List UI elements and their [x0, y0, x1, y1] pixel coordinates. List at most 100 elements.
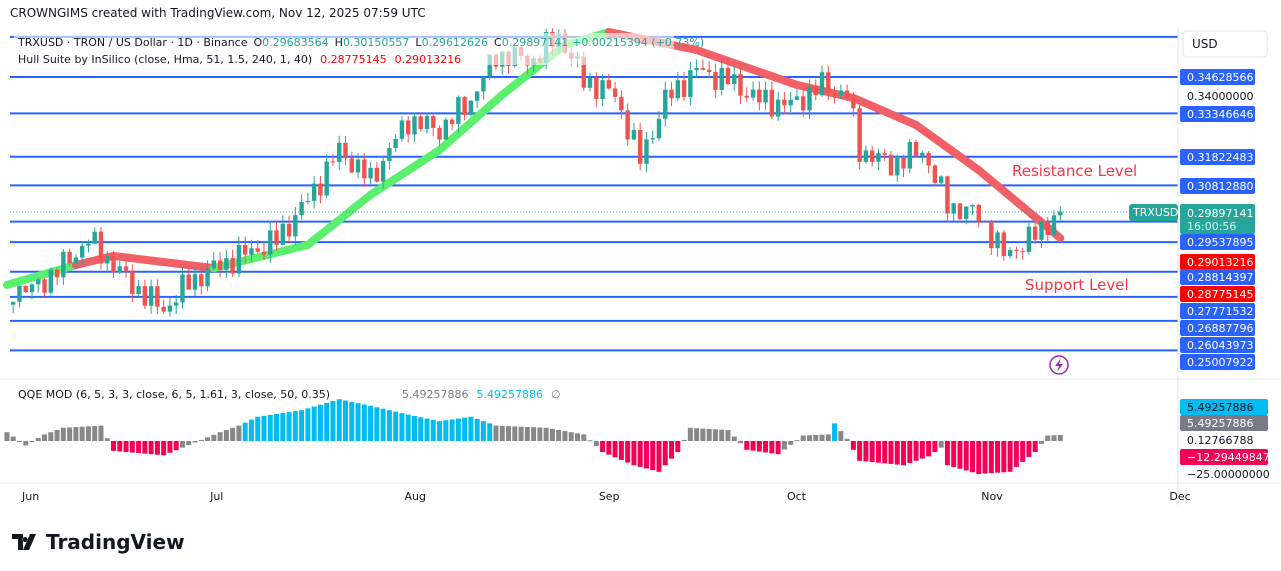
qqe-bar [16, 441, 22, 442]
qqe-bar [794, 440, 800, 442]
candle-body [1051, 215, 1057, 236]
candle-body [782, 99, 787, 106]
candle-body [688, 70, 693, 97]
qqe-bar [211, 434, 217, 441]
qqe-bar [23, 441, 29, 446]
candle-body [431, 116, 436, 128]
qqe-bar [286, 412, 292, 441]
candle-body [111, 256, 116, 273]
qqe-bar [976, 441, 982, 474]
qqe-bar [537, 427, 543, 441]
qqe-bar [368, 405, 374, 441]
qqe-axis[interactable]: 5.49257886 5.49257886 0.12766788 −12.294498… [1180, 399, 1270, 481]
qqe-bar [531, 427, 537, 441]
qqe-bar [982, 441, 988, 474]
qqe-bar [600, 441, 606, 452]
qqe-bar [317, 404, 323, 441]
price-label: 0.34628566 [1187, 71, 1253, 84]
candle-body [813, 86, 818, 96]
candle-body [976, 204, 981, 222]
qqe-bar [888, 441, 894, 464]
candle-body [1039, 221, 1044, 240]
qqe-bar [719, 429, 725, 441]
qqe-label: −12.29449847 [1187, 451, 1270, 464]
qqe-bar [587, 440, 593, 442]
qqe-bar [662, 441, 668, 466]
candle-body [362, 159, 367, 179]
chart-credit: CROWNGIMS created with TradingView.com, … [10, 6, 426, 20]
candle-body [725, 67, 731, 84]
lightning-icon[interactable] [1049, 355, 1069, 375]
support-annotation[interactable]: Support Level [1025, 276, 1129, 294]
qqe-bar [117, 441, 123, 452]
hull-segment [912, 120, 983, 175]
candle-body [10, 301, 16, 305]
candle-body [957, 203, 963, 219]
qqe-bar [819, 434, 825, 441]
qqe-bar [926, 441, 932, 457]
qqe-bar [161, 441, 167, 456]
candle-body [305, 200, 311, 203]
candle-body [869, 150, 875, 162]
tradingview-logo[interactable]: TradingView [12, 530, 185, 554]
qqe-bar [995, 441, 1001, 473]
qqe-bar [480, 421, 486, 441]
qqe-bar [343, 400, 348, 441]
candle-body [299, 202, 304, 216]
candle-body [713, 71, 718, 90]
qqe-bar [568, 432, 574, 441]
candle-body [224, 258, 229, 270]
qqe-bar [581, 434, 587, 441]
qqe-bar [813, 434, 819, 441]
qqe-bar [1038, 441, 1044, 444]
candle-body [1007, 250, 1013, 257]
qqe-bar [443, 420, 449, 441]
qqe-bar [1007, 441, 1013, 472]
candle-body [406, 120, 411, 135]
chart-canvas[interactable]: Resistance Level Support Level TRXUSD · … [0, 0, 1281, 520]
candle-body [989, 221, 994, 249]
price-axis[interactable]: 0.34628566 0.34000000 0.33346646 0.31822483… [1180, 69, 1255, 370]
candle-body [36, 279, 41, 285]
candle-body [286, 223, 292, 237]
svg-text:16:00:56: 16:00:56 [1187, 220, 1236, 233]
qqe-bar [901, 441, 907, 466]
candle-body [650, 138, 655, 140]
hull-segment [109, 251, 218, 273]
time-axis[interactable]: Jun Jul Aug Sep Oct Nov Dec [21, 490, 1191, 503]
qqe-bar [1045, 435, 1051, 441]
candle-body [938, 176, 944, 183]
candle-body [1033, 226, 1038, 240]
candle-body [951, 203, 956, 214]
candle-body [418, 116, 423, 130]
resistance-annotation[interactable]: Resistance Level [1012, 162, 1137, 180]
qqe-bar [437, 421, 443, 441]
qqe-bar [380, 408, 386, 441]
qqe-bar [744, 441, 750, 450]
candle-body [644, 139, 649, 164]
qqe-bar [292, 411, 298, 441]
qqe-bar [330, 401, 336, 441]
qqe-bar [60, 427, 66, 441]
qqe-bar [869, 441, 875, 463]
candle-body [1058, 211, 1063, 216]
candle-body [587, 77, 593, 88]
qqe-bar [248, 419, 254, 441]
candle-body [462, 97, 467, 115]
qqe-bar [750, 441, 756, 451]
qqe-bar [48, 432, 54, 441]
price-label-bg [1180, 354, 1255, 370]
qqe-bar [1013, 441, 1019, 467]
qqe-bar [205, 437, 211, 441]
currency-button[interactable]: USD [1182, 30, 1268, 58]
qqe-bar [236, 425, 242, 441]
tradingview-logo-icon [12, 534, 36, 550]
qqe-bar [487, 423, 493, 441]
qqe-bar [4, 432, 10, 441]
candle-body [155, 286, 160, 307]
qqe-bar [938, 441, 944, 448]
candle-body [913, 142, 919, 156]
qqe-bar [173, 441, 179, 451]
qqe-bar [963, 441, 969, 471]
qqe-bar [1032, 441, 1038, 452]
